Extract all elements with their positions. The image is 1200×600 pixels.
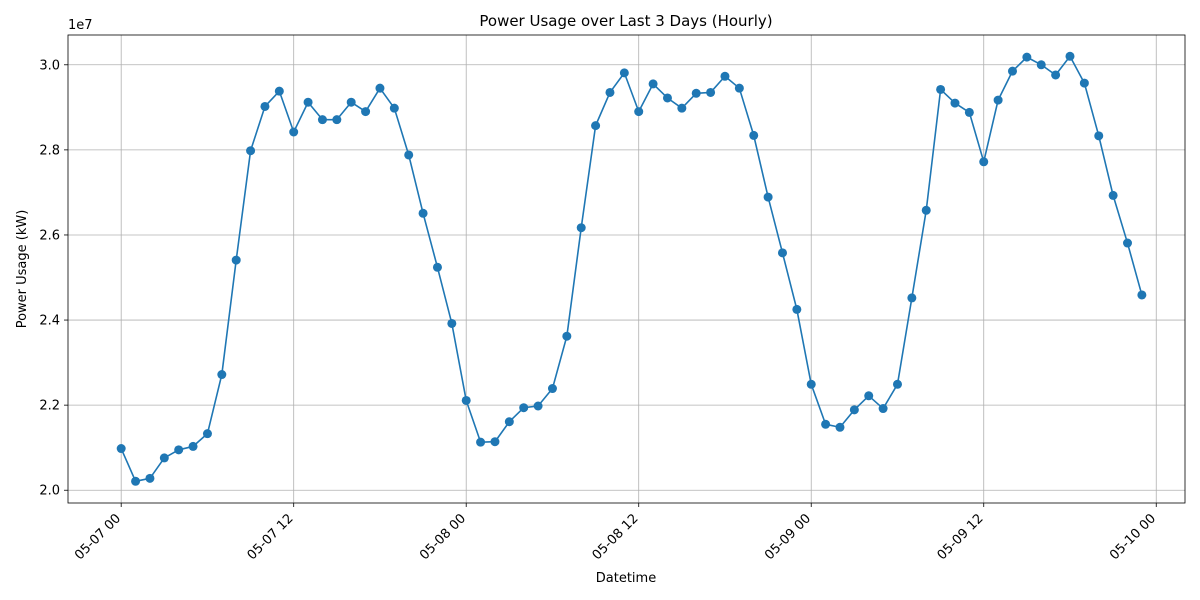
data-point bbox=[317, 115, 327, 125]
data-point bbox=[648, 79, 658, 89]
data-point bbox=[562, 331, 572, 341]
data-point bbox=[1079, 78, 1089, 88]
data-point bbox=[936, 84, 946, 94]
data-point bbox=[461, 395, 471, 405]
data-point bbox=[634, 107, 644, 117]
data-point bbox=[921, 205, 931, 215]
chart-title: Power Usage over Last 3 Days (Hourly) bbox=[479, 12, 772, 30]
data-point bbox=[720, 71, 730, 81]
data-point bbox=[274, 86, 284, 96]
y-tick-label: 2.6 bbox=[39, 228, 60, 243]
y-tick-label: 2.2 bbox=[39, 399, 60, 414]
data-point bbox=[706, 87, 716, 97]
data-point bbox=[1137, 290, 1147, 300]
y-tick-label: 3.0 bbox=[39, 58, 60, 73]
data-point bbox=[993, 95, 1003, 105]
x-axis-label: Datetime bbox=[596, 571, 656, 586]
data-point bbox=[821, 419, 831, 429]
y-ticks: 2.0 2.2 2.4 2.6 2.8 3.0 bbox=[39, 58, 68, 499]
data-point bbox=[777, 248, 787, 258]
data-point bbox=[217, 370, 227, 380]
data-point bbox=[677, 103, 687, 113]
data-point bbox=[835, 422, 845, 432]
data-point bbox=[979, 157, 989, 167]
plot-frame bbox=[67, 34, 1186, 504]
data-point bbox=[1108, 190, 1118, 200]
data-point bbox=[734, 83, 744, 93]
data-point bbox=[964, 107, 974, 117]
data-point bbox=[591, 121, 601, 131]
data-point bbox=[346, 97, 356, 107]
data-point bbox=[792, 304, 802, 314]
data-point bbox=[289, 127, 299, 137]
data-point bbox=[1123, 238, 1132, 248]
data-point bbox=[1051, 70, 1061, 80]
data-point bbox=[375, 83, 385, 93]
data-point bbox=[303, 97, 313, 107]
data-point bbox=[174, 445, 184, 455]
data-point bbox=[504, 417, 514, 427]
data-point bbox=[1094, 131, 1104, 141]
data-point bbox=[432, 262, 442, 272]
data-point bbox=[662, 93, 672, 103]
data-point bbox=[950, 98, 960, 108]
data-point bbox=[145, 473, 155, 483]
data-point bbox=[864, 391, 874, 401]
data-point bbox=[907, 293, 917, 303]
data-point bbox=[418, 208, 428, 218]
data-point bbox=[116, 444, 126, 454]
data-point bbox=[202, 429, 212, 439]
y-offset-label: 1e7 bbox=[68, 18, 93, 33]
data-point bbox=[547, 384, 557, 394]
y-axis-label: Power Usage (kW) bbox=[15, 210, 30, 329]
data-point bbox=[476, 437, 486, 447]
data-point bbox=[260, 101, 270, 111]
data-layer bbox=[116, 51, 1147, 486]
data-point bbox=[246, 146, 256, 156]
data-point bbox=[1007, 66, 1017, 76]
data-point bbox=[533, 401, 543, 411]
data-point bbox=[619, 68, 629, 78]
data-point bbox=[763, 192, 773, 202]
series-line bbox=[120, 55, 1143, 483]
y-tick-label: 2.8 bbox=[39, 143, 60, 158]
data-point bbox=[576, 223, 586, 233]
data-point bbox=[447, 318, 457, 328]
data-point bbox=[691, 88, 701, 98]
data-point bbox=[1065, 51, 1075, 61]
data-point bbox=[1036, 60, 1046, 70]
data-point bbox=[131, 476, 141, 486]
data-point bbox=[159, 453, 169, 463]
data-point bbox=[332, 115, 342, 125]
data-point bbox=[519, 403, 529, 413]
data-point bbox=[361, 107, 371, 117]
data-point bbox=[849, 405, 859, 415]
data-point bbox=[231, 255, 241, 265]
data-point bbox=[878, 404, 888, 414]
data-point bbox=[490, 437, 500, 447]
y-tick-label: 2.0 bbox=[39, 484, 60, 499]
data-point bbox=[806, 379, 816, 389]
data-point bbox=[389, 103, 399, 113]
data-point bbox=[404, 150, 414, 160]
data-point bbox=[892, 379, 902, 389]
data-point bbox=[1022, 52, 1032, 62]
data-point bbox=[188, 441, 198, 451]
data-point bbox=[749, 130, 759, 140]
y-tick-label: 2.4 bbox=[39, 314, 60, 329]
data-point bbox=[605, 87, 615, 97]
